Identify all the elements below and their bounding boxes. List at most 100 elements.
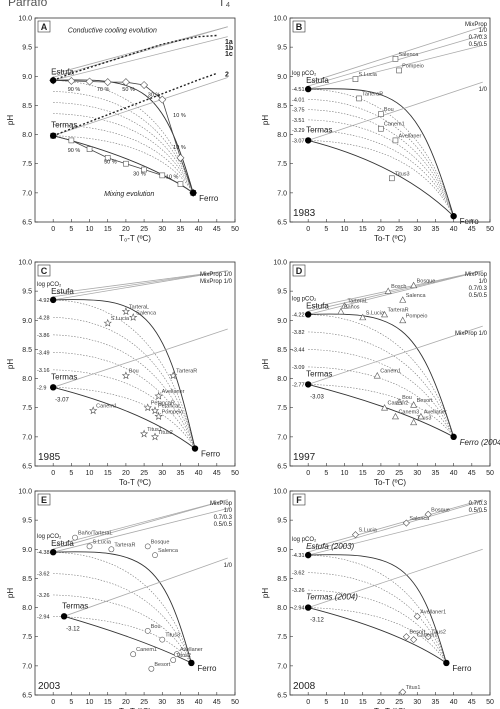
- cooling-label: 1b: [225, 45, 233, 52]
- plot-frame: [289, 490, 491, 696]
- sample-marker: [352, 76, 359, 82]
- cooling-line: [53, 328, 228, 388]
- plot-frame: [34, 261, 236, 467]
- cooling-line: [53, 26, 228, 75]
- year-label: 1997: [293, 452, 316, 463]
- x-tick-label: 20: [122, 699, 130, 706]
- x-tick-label: 50: [486, 470, 494, 477]
- panel-letter-box: [292, 20, 306, 33]
- sample-marker: [410, 636, 418, 644]
- mixprop-title: MixProp: [465, 22, 488, 28]
- sample-marker: [381, 310, 389, 318]
- pco2-value: -4.01: [292, 97, 305, 103]
- end-member-point: [450, 212, 457, 220]
- sample-label: S.Lucia: [358, 72, 377, 78]
- x-tick-label: 20: [122, 470, 130, 477]
- series-point: [103, 78, 112, 87]
- pco2-value: -3.75: [292, 108, 305, 114]
- mixprop-label: 0.7/0.3: [469, 35, 488, 41]
- y-tick-label: 7.5: [22, 405, 32, 412]
- mixing-curve: [53, 551, 192, 664]
- sample-marker: [103, 318, 112, 327]
- panel-letter-box: [37, 20, 51, 33]
- y-tick-label: 8.5: [277, 103, 287, 110]
- x-tick-label: 30: [158, 470, 166, 477]
- mixing-curve: [53, 124, 194, 193]
- x-tick-label: 5: [324, 699, 328, 706]
- sample-label: Canem1: [136, 647, 157, 653]
- cooling-line: [63, 557, 228, 617]
- x-tick-label: 5: [324, 470, 328, 477]
- sample-marker: [144, 543, 151, 550]
- sample-label: Pompeio: [402, 63, 424, 69]
- x-tick-label: 40: [450, 470, 458, 477]
- sample-label: Salenca: [406, 293, 427, 299]
- x-axis-title: T₀-T (ºC): [119, 234, 151, 243]
- sample-label: PetancaR: [151, 401, 175, 407]
- series-point: [158, 95, 167, 104]
- sample-label: Bosque: [151, 539, 170, 545]
- x-tick-label: 45: [213, 699, 221, 706]
- termas-pco2: -3.12: [310, 618, 324, 624]
- y-tick-label: 10.0: [273, 16, 287, 23]
- sample-label: TarteraR: [114, 542, 135, 548]
- sample-label: Besort: [417, 398, 433, 404]
- cooling-line: [308, 500, 483, 553]
- sample-label: S.Lucia: [93, 539, 112, 545]
- sample-marker: [373, 372, 381, 379]
- y-tick-label: 9.0: [277, 74, 287, 81]
- x-tick-label: 25: [395, 470, 403, 477]
- pco2-value: -3.44: [292, 347, 305, 353]
- mixprop-label: 0.5/0.5: [214, 522, 233, 528]
- sample-marker: [108, 546, 115, 553]
- cooling-line: [53, 36, 228, 81]
- sample-label: Baños: [344, 305, 360, 311]
- pco2-value: -3.09: [292, 365, 305, 371]
- sample-marker: [89, 406, 98, 415]
- panel-a: 0 5 10 15 20 25 30 35 40 45 50 6.5 7.0 7.5 8.0 8.5 9.0 9.…: [6, 16, 239, 244]
- sample-marker: [410, 418, 418, 426]
- series-point: [140, 81, 149, 89]
- x-tick-label: 25: [140, 470, 148, 477]
- mixprop-label: 0.7/0.3: [469, 286, 488, 292]
- sample-marker: [130, 651, 137, 658]
- x-tick-label: 25: [140, 226, 148, 233]
- end-member-point: [304, 604, 312, 611]
- end-member-point: [304, 137, 312, 144]
- pco2-value: -2.94: [292, 606, 305, 612]
- sample-label: Avellaner: [162, 389, 185, 395]
- panel-letter-box: [292, 493, 306, 506]
- pco2-title: log pCO₂: [37, 282, 62, 288]
- sample-label: Titus2: [176, 653, 191, 659]
- sample-label: TarteraR: [176, 369, 197, 375]
- y-tick-label: 6.5: [277, 693, 287, 700]
- x-tick-label: 15: [104, 699, 112, 706]
- x-tick-label: 40: [195, 699, 203, 706]
- sample-marker: [337, 307, 345, 315]
- sample-label: Bou: [151, 624, 161, 630]
- sample-marker: [399, 688, 407, 696]
- sample-marker: [381, 404, 389, 411]
- sample-label: Pompeio: [406, 313, 428, 319]
- percent-label: 30 %: [148, 93, 161, 99]
- mixprop-label: 1/0: [224, 563, 233, 569]
- y-tick-label: 9.0: [22, 547, 32, 554]
- x-tick-label: 40: [195, 470, 203, 477]
- y-tick-label: 8.0: [277, 132, 287, 139]
- sample-label: Canem1: [380, 369, 401, 375]
- sample-marker: [424, 633, 432, 641]
- x-tick-label: 35: [177, 699, 185, 706]
- termas-ferro-curve: [53, 386, 196, 449]
- panel-c: 0 5 10 15 20 25 30 35 40 45 50 6.5 7.0 7.5 8.0 8.5 9.0 9.…: [6, 260, 239, 488]
- panel-letter: D: [296, 266, 303, 276]
- estufa-ferro-curve: [308, 88, 455, 217]
- sample-marker: [341, 302, 349, 309]
- end-member-label: Ferro: [197, 664, 217, 673]
- mixing-curve: [308, 589, 447, 664]
- mixing-curve: [308, 366, 454, 438]
- sample-marker: [154, 412, 163, 420]
- mixing-curve: [53, 369, 196, 449]
- series-line: [52, 72, 218, 137]
- estufa-ferro-curve: [53, 551, 192, 664]
- x-tick-label: 30: [413, 699, 421, 706]
